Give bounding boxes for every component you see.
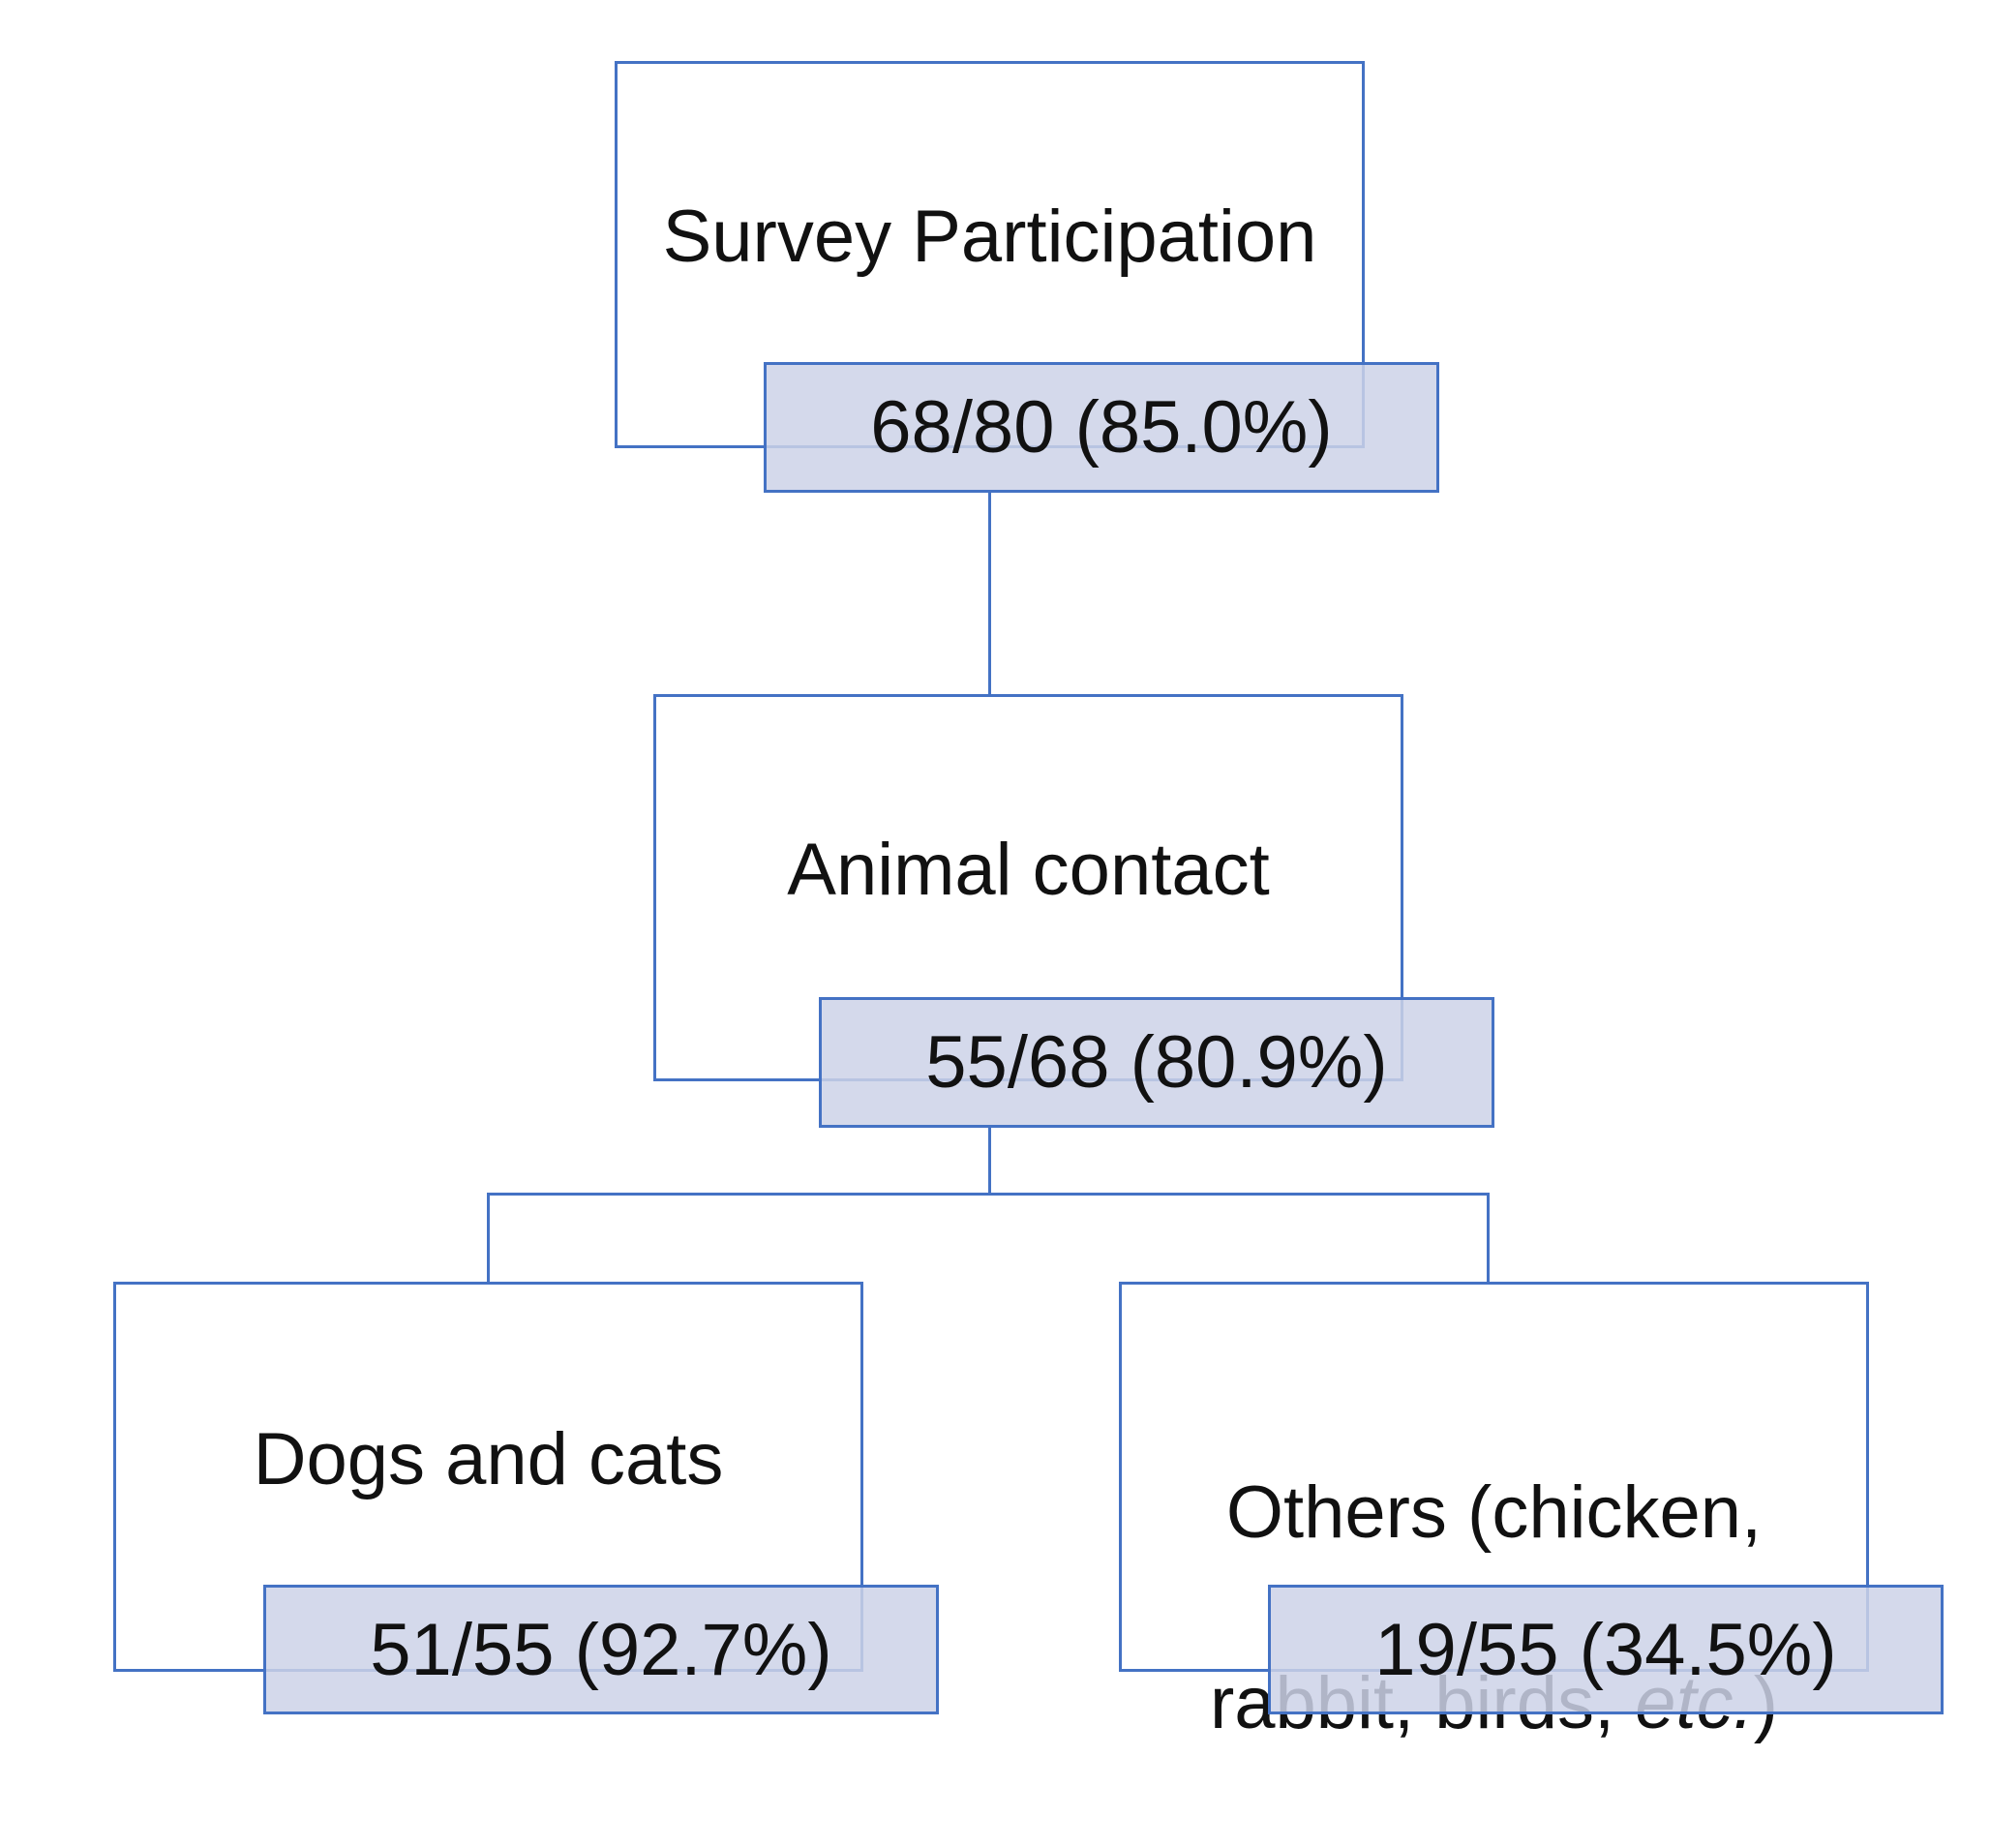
others-count-box: 19/55 (34.5%): [1268, 1585, 1944, 1714]
survey-participation-label: Survey Participation: [662, 196, 1317, 278]
connector-branch-left: [487, 1193, 490, 1282]
connector-branch-right: [1487, 1193, 1490, 1282]
others-count: 19/55 (34.5%): [1374, 1608, 1837, 1691]
animal-contact-count: 55/68 (80.9%): [925, 1021, 1388, 1104]
survey-participation-count: 68/80 (85.0%): [870, 386, 1333, 469]
dogs-and-cats-label: Dogs and cats: [253, 1418, 724, 1500]
survey-participation-count-box: 68/80 (85.0%): [764, 362, 1439, 493]
dogs-and-cats-count: 51/55 (92.7%): [370, 1608, 832, 1691]
connector-survey-to-contact: [988, 490, 991, 695]
connector-contact-down: [988, 1127, 991, 1195]
animal-contact-count-box: 55/68 (80.9%): [819, 997, 1494, 1128]
animal-contact-label: Animal contact: [787, 829, 1270, 911]
flow-diagram: Survey Participation 68/80 (85.0%) Anima…: [113, 61, 1944, 1744]
dogs-and-cats-count-box: 51/55 (92.7%): [263, 1585, 939, 1714]
others-label-line-1: Others (chicken,: [1225, 1470, 1763, 1554]
connector-horizontal-branch: [487, 1193, 1490, 1196]
